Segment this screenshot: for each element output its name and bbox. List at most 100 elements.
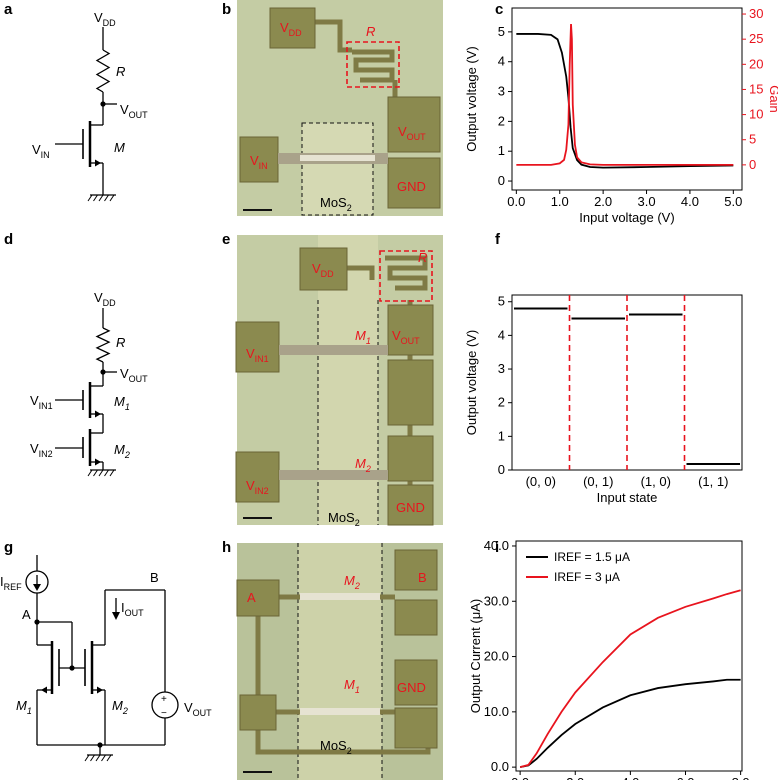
label: VOUT [120,102,148,120]
label: VIN2 [246,478,269,496]
label-sub: 2 [355,518,360,528]
label-main: V [184,700,193,715]
wire [98,194,104,202]
label-sub: 1 [366,336,371,346]
label: VOUT [184,700,212,718]
label: − [161,708,167,719]
label: + [161,694,167,705]
y-axis-title: Output Current (μA) [468,599,483,713]
wire [109,194,115,202]
label: IOUT [121,600,144,618]
panel-label: c [495,1,503,18]
label-sub: IN [259,161,268,171]
resistor [95,327,111,363]
label: M1 [344,677,360,695]
y2-tick-label: 5 [749,132,756,147]
label: MoS2 [320,195,352,213]
label: IREF [0,574,22,592]
chart: 0 1 2 3 4 5 0 5 10 15 20 25 30 0.0 1.0 2.0 3.0 4.0 5.0 Inpu… [464,6,778,225]
label-main: V [120,102,129,117]
label-sub: 2 [365,464,371,474]
arrow [95,159,101,167]
label-sub: OUT [193,708,213,718]
y-tick-label: 0 [498,462,505,477]
label-main: V [250,153,259,168]
label: VDD [94,10,116,28]
label: VOUT [398,124,426,142]
y2-tick-label: 20 [749,56,763,71]
series-line [516,33,734,169]
y-tick-label: 4 [498,54,505,69]
label-sub: 1 [27,706,32,716]
arrow [97,686,103,694]
y2-tick-label: 30 [749,6,763,21]
series-line [519,678,741,769]
label: VDD [280,20,302,38]
label: M2 [344,573,360,591]
label: B [418,570,427,585]
wire [95,754,101,762]
photo-h [236,543,443,780]
x-tick-label: 1.0 [551,194,569,209]
label: M1 [355,328,371,346]
panel-label: b [222,1,231,18]
label-main: M [114,394,125,409]
label: GND [396,500,425,515]
label: R [116,64,125,79]
label: R [418,250,427,265]
label: GND [397,680,426,695]
label-sub: OUT [401,336,421,346]
y-tick-label: 2 [498,113,505,128]
label: VDD [312,261,334,279]
label-sub: DD [103,298,116,308]
arrow [41,686,47,694]
x-tick-label: 4.0 [621,775,639,780]
y2-tick-label: 0 [749,157,756,172]
plot-frame [511,294,743,471]
label-main: M [112,698,123,713]
legend-label: IREF = 3 μA [554,570,620,584]
label: VIN1 [30,393,53,411]
label-sub: OUT [125,608,145,618]
y-tick-label: 3 [498,361,505,376]
label-sub: IN1 [255,354,269,364]
y-tick-label: 1 [498,143,505,158]
y-tick-label: 0 [498,173,505,188]
label-main: MoS [320,195,347,210]
y-tick-label: 2 [498,395,505,410]
wire [104,194,109,202]
plot-frame [515,540,743,772]
label-main: M [355,456,366,471]
y-tick-label: 0.0 [491,759,509,774]
label-sub: IN [41,150,50,160]
arrow [112,612,120,620]
label-main: I [0,574,4,589]
x-tick-label: 6.0 [676,775,694,780]
label-main: M [344,573,355,588]
photo-b [237,0,443,216]
photo-e [235,235,443,526]
x-tick-label: 4.0 [681,194,699,209]
label-main: I [121,600,125,615]
label: GND [397,179,426,194]
label-sub: DD [321,269,334,279]
label-main: V [32,142,41,157]
label-sub: OUT [407,132,427,142]
label-sub: 1 [355,685,360,695]
label: M [114,140,125,155]
y-tick-label: 3 [498,84,505,99]
x-tick-label: (0, 0) [526,474,556,489]
label: VIN [250,153,268,171]
y-tick-label: 5 [498,24,505,39]
x-tick-label: 2.0 [594,194,612,209]
x-tick-label: 8.0 [732,775,750,780]
label: M2 [114,442,130,460]
label: R [366,24,375,39]
label-main: MoS [320,738,347,753]
x-tick-label: (0, 1) [583,474,613,489]
panel-label: e [222,231,230,248]
label: A [22,607,31,622]
label: VIN [32,142,50,160]
x-axis-title: Input voltage (V) [579,210,674,225]
